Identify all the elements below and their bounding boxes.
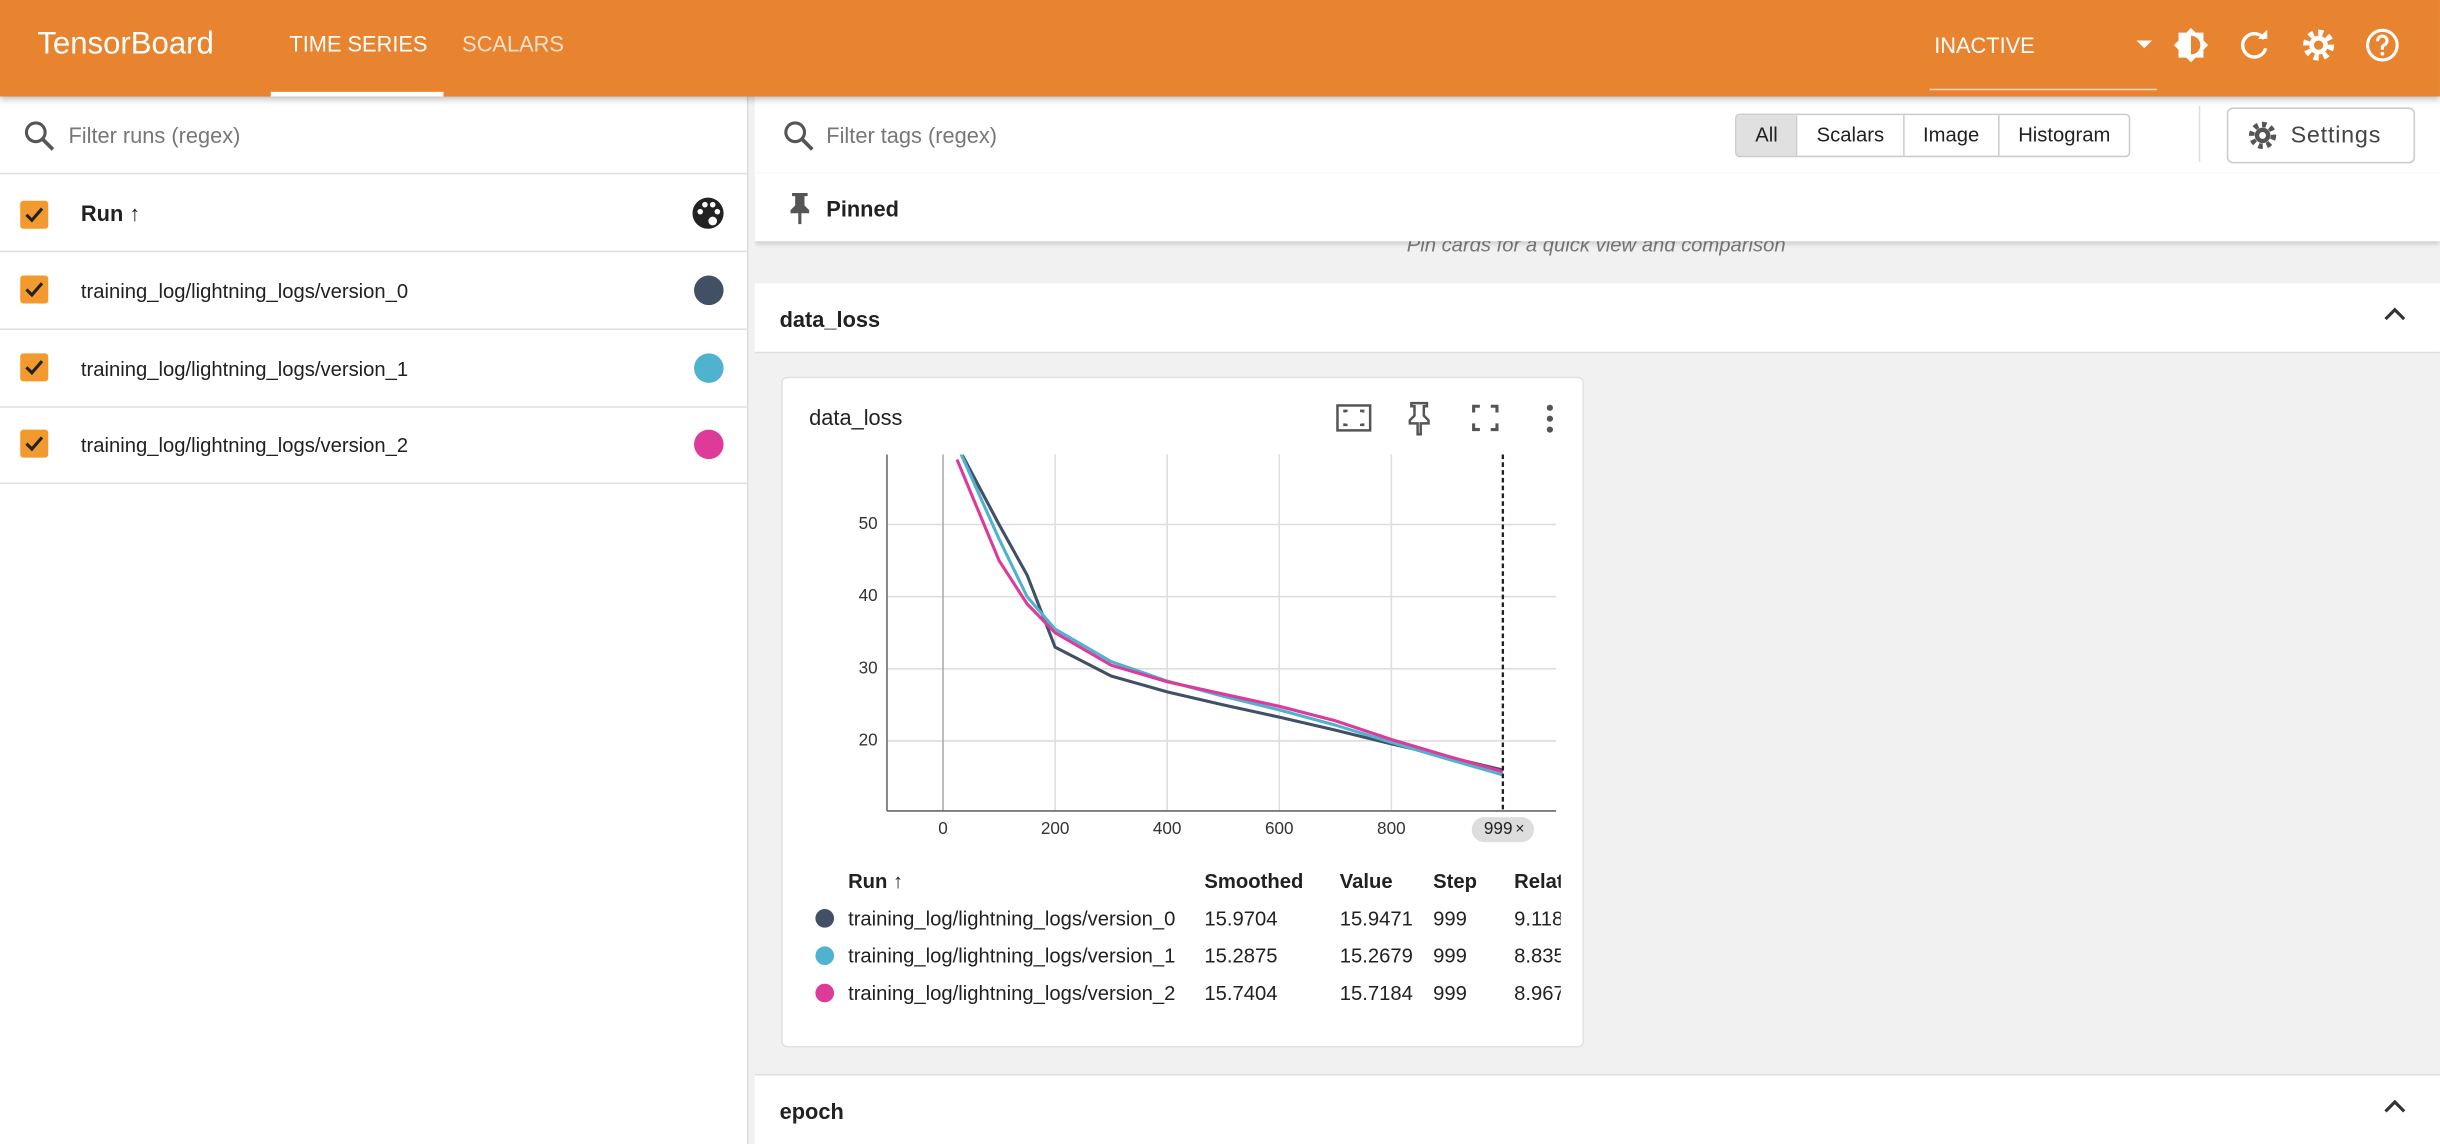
checkbox[interactable]	[20, 275, 49, 304]
fullscreen-icon[interactable]	[1472, 404, 1499, 432]
table-cell: training_log/lightning_logs/version_0	[848, 906, 1176, 931]
table-cell: 15.7404	[1204, 981, 1278, 1005]
table-cell: 15.9471	[1339, 906, 1413, 931]
sidebar: Filter runs (regex) Run ↑ training_log/l…	[0, 96, 749, 1144]
settings-icon	[2248, 121, 2277, 150]
table-cell: 15.7184	[1339, 981, 1413, 1005]
pinned-title: Pinned	[826, 196, 899, 222]
table-header: Value	[1339, 869, 1393, 893]
filter-button[interactable]: Image	[1902, 115, 1998, 156]
table-cell: 15.2875	[1204, 944, 1278, 968]
table-cell: 8.835	[1514, 944, 1561, 968]
pinned-header: Pinned	[754, 172, 2440, 242]
type-filter: All Scalars Image Histogram	[1735, 113, 2131, 158]
run-row: training_log/lightning_logs/version_1	[0, 329, 747, 408]
card-title: data_loss	[809, 404, 903, 430]
table-cell: 999	[1433, 944, 1467, 968]
collapse-icon[interactable]	[2384, 1099, 2406, 1115]
checkbox[interactable]	[20, 429, 49, 458]
run-filter-input[interactable]: Filter runs (regex)	[68, 122, 241, 148]
divider	[2198, 105, 2201, 162]
search-icon	[24, 121, 55, 151]
tag-filter-input[interactable]: Filter tags (regex)	[826, 122, 997, 148]
run-color	[815, 908, 835, 928]
group-title: epoch	[779, 1098, 844, 1124]
dropdown-caret[interactable]	[2135, 39, 2154, 51]
table-cell: training_log/lightning_logs/version_1	[848, 944, 1176, 968]
chart-card: data_loss Run ↑ Smoothed Value Step Relat tra…	[781, 376, 1585, 1048]
pin-icon[interactable]	[1408, 401, 1430, 436]
tab[interactable]: SCALARS	[462, 31, 564, 57]
run-column-header[interactable]: Run ↑	[80, 200, 141, 226]
run-row: training_log/lightning_logs/version_0	[0, 252, 747, 330]
run-color	[815, 946, 835, 966]
table-cell: 15.9704	[1204, 906, 1278, 931]
run-row: training_log/lightning_logs/version_2	[0, 406, 747, 485]
table-header: Run ↑	[848, 869, 904, 893]
table-cell: 15.2679	[1339, 944, 1413, 968]
run-name: training_log/lightning_logs/version_2	[80, 433, 409, 457]
group-title: data_loss	[779, 306, 881, 332]
card-actions	[1336, 401, 1553, 436]
header-bar: TensorBoard TIME SERIES SCALARS INACTIVE	[0, 0, 2440, 97]
run-color	[815, 983, 835, 1003]
tab[interactable]: TIME SERIES	[289, 31, 428, 57]
divider	[0, 250, 747, 253]
search-icon	[784, 121, 814, 151]
table-header: Smoothed	[1204, 869, 1304, 893]
more-icon[interactable]	[1546, 404, 1553, 433]
run-color[interactable]	[694, 352, 724, 383]
settings-button[interactable]: Settings	[2226, 107, 2416, 164]
filter-button[interactable]: Scalars	[1796, 115, 1902, 156]
table-cell: 999	[1433, 981, 1467, 1005]
filter-button[interactable]: Histogram	[1997, 115, 2129, 156]
table-cell: 9.118	[1514, 906, 1561, 931]
app-title: TensorBoard	[37, 27, 214, 62]
select-underline	[1929, 88, 2157, 91]
table-cell: 999	[1433, 906, 1467, 931]
toolbar: Filter tags (regex) All Scalars Image Histo…	[754, 96, 2440, 175]
fit-domain-icon[interactable]	[1336, 404, 1372, 432]
checkbox[interactable]	[19, 199, 50, 230]
run-name: training_log/lightning_logs/version_1	[80, 356, 409, 380]
run-color[interactable]	[694, 275, 724, 306]
pinned-section: Pin cards for a quick view and compariso…	[754, 172, 2440, 282]
table-header: Relat	[1514, 869, 1561, 893]
header-icons	[2173, 28, 2399, 63]
theme-icon[interactable]	[2173, 28, 2209, 63]
help-icon[interactable]	[2366, 28, 2399, 62]
table-cell: 8.967	[1514, 981, 1561, 1005]
group-header[interactable]: data_loss	[754, 283, 2440, 354]
palette-icon[interactable]	[691, 196, 725, 230]
refresh-icon[interactable]	[2241, 29, 2268, 59]
status-select[interactable]: INACTIVE	[1934, 32, 2035, 58]
data-table: Run ↑ Smoothed Value Step Relat training_log/…	[783, 861, 1561, 1032]
divider	[0, 172, 747, 175]
pin-icon	[790, 193, 810, 225]
tab-indicator	[270, 91, 444, 97]
settings-label: Settings	[2290, 122, 2382, 149]
run-name: training_log/lightning_logs/version_0	[80, 279, 409, 303]
filter-button[interactable]: All	[1736, 115, 1797, 156]
checkbox[interactable]	[20, 352, 49, 381]
collapse-icon[interactable]	[2384, 307, 2406, 323]
run-color[interactable]	[694, 429, 724, 460]
group-header[interactable]: epoch	[754, 1073, 2440, 1144]
table-cell: training_log/lightning_logs/version_2	[848, 981, 1176, 1005]
settings-icon[interactable]	[2303, 29, 2335, 61]
table-header: Step	[1433, 869, 1478, 893]
